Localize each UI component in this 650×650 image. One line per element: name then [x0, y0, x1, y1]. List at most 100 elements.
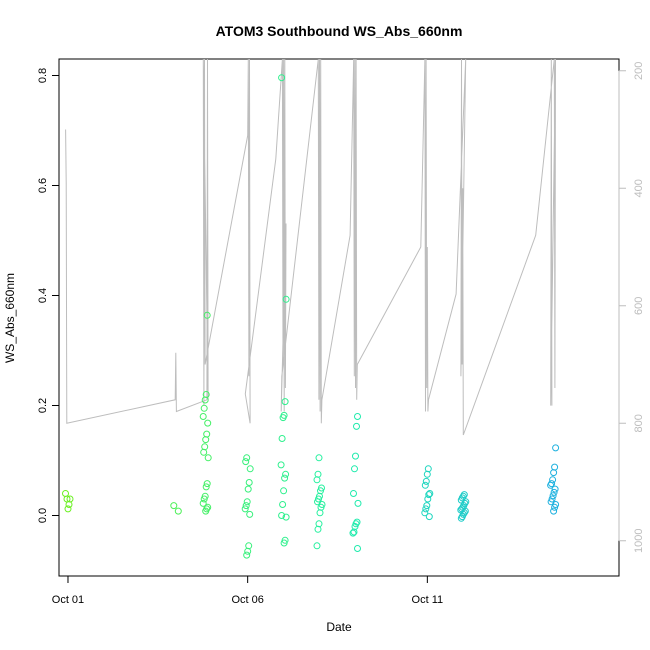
data-point	[243, 551, 251, 559]
data-point	[424, 465, 432, 473]
data-point	[462, 498, 470, 506]
y-right-tick-label: 600	[633, 297, 645, 315]
data-point	[242, 502, 250, 510]
data-point	[281, 398, 289, 406]
data-point	[282, 513, 290, 521]
x-tick-label: Oct 01	[52, 594, 84, 606]
plot-frame	[58, 58, 620, 577]
data-point	[354, 499, 362, 507]
data-point	[353, 518, 361, 526]
y-tick-label: 0.0	[37, 508, 49, 523]
y-tick-label: 0.6	[37, 178, 49, 193]
data-point	[201, 396, 209, 404]
data-point	[548, 480, 556, 488]
data-point	[422, 477, 430, 485]
data-point	[201, 443, 209, 451]
y-axis: 0.0 0.2 0.4 0.6 0.8	[37, 68, 60, 523]
data-point	[200, 495, 208, 503]
data-point	[243, 454, 251, 462]
data-point	[278, 74, 286, 82]
data-point	[424, 495, 432, 503]
y-axis-label: WS_Abs_660nm	[3, 273, 17, 363]
y-axis-right: 200 400 600 800 1000	[618, 62, 645, 553]
data-point	[63, 495, 71, 503]
data-point	[245, 479, 253, 486]
data-point	[551, 463, 559, 471]
data-point	[459, 492, 467, 500]
y-right-tick-label: 400	[633, 179, 645, 197]
data-point	[244, 547, 252, 555]
data-point	[550, 469, 558, 477]
profile-line-path	[65, 58, 556, 436]
data-point	[552, 444, 560, 452]
y-right-tick-label: 800	[633, 414, 645, 432]
data-point	[352, 452, 359, 460]
data-point	[315, 454, 323, 462]
data-point	[277, 461, 285, 469]
y-right-tick-label: 200	[633, 62, 645, 80]
data-point	[550, 488, 558, 496]
data-point	[246, 510, 254, 518]
data-point	[315, 520, 323, 528]
data-point	[280, 539, 288, 547]
data-point	[204, 454, 212, 462]
data-point	[279, 414, 287, 422]
data-point	[174, 507, 182, 515]
y-tick-label: 0.2	[37, 398, 49, 413]
data-point	[549, 492, 557, 500]
profile-line	[65, 58, 556, 436]
y-tick-label: 0.8	[37, 68, 49, 83]
y-right-tick-label: 1000	[633, 529, 645, 553]
data-point	[243, 498, 251, 506]
data-point	[457, 514, 465, 522]
data-point	[200, 404, 208, 412]
data-point	[64, 505, 72, 513]
data-point	[351, 465, 358, 473]
x-tick-label: Oct 11	[412, 594, 444, 606]
y-tick-label: 0.4	[37, 288, 49, 303]
data-point	[204, 503, 212, 511]
data-point	[314, 525, 322, 533]
data-point	[202, 436, 210, 444]
data-point	[313, 542, 321, 550]
data-point	[422, 505, 430, 513]
data-point	[200, 448, 208, 456]
data-point	[241, 505, 249, 513]
data-point	[423, 502, 431, 510]
data-point	[203, 480, 211, 488]
data-point	[281, 474, 289, 482]
data-point	[316, 509, 324, 517]
data-point	[354, 545, 361, 552]
data-point	[203, 311, 211, 319]
data-point	[280, 487, 288, 495]
data-point	[423, 470, 431, 478]
data-point	[244, 485, 252, 493]
data-point	[204, 419, 212, 427]
data-point	[353, 422, 360, 430]
data-point	[350, 490, 357, 497]
x-axis-label: Date	[326, 620, 352, 634]
data-point	[278, 435, 286, 442]
data-point	[242, 458, 250, 466]
data-point	[278, 512, 286, 519]
data-point	[282, 295, 290, 303]
data-point	[279, 501, 287, 508]
data-point	[199, 499, 207, 507]
data-point	[203, 430, 211, 438]
data-point	[551, 485, 559, 493]
data-point	[314, 470, 322, 478]
data-point	[460, 509, 468, 517]
data-point	[313, 476, 321, 484]
data-point	[354, 413, 361, 420]
data-point	[425, 513, 433, 521]
data-point	[350, 528, 358, 536]
data-point	[547, 481, 555, 489]
x-tick-label: Oct 06	[231, 594, 263, 606]
data-point	[349, 529, 357, 537]
data-point	[246, 465, 254, 473]
data-point	[202, 483, 210, 491]
data-point	[421, 509, 429, 517]
chart-title: ATOM3 Southbound WS_Abs_660nm	[216, 23, 463, 39]
data-point	[199, 413, 207, 420]
